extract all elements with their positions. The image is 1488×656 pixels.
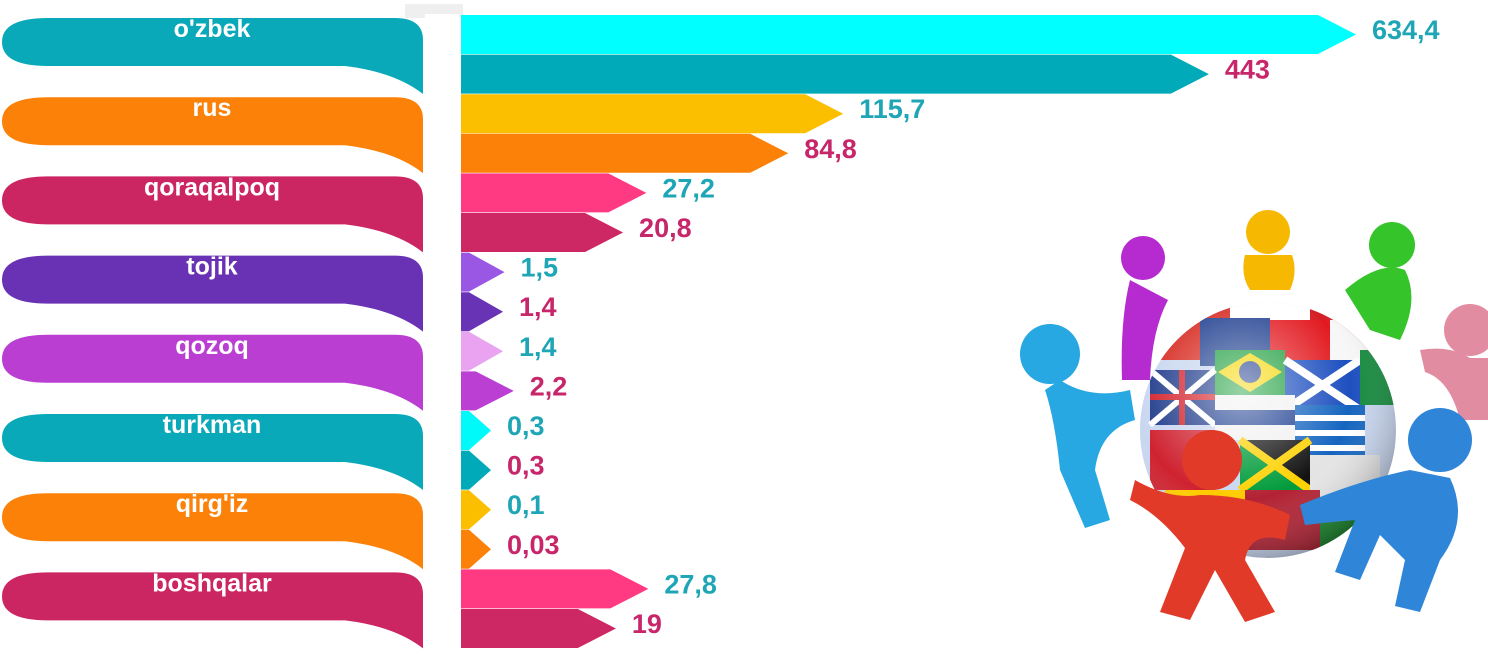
person-icon: [1243, 210, 1295, 290]
category-label: tojik: [186, 253, 237, 281]
bar: [461, 450, 491, 490]
category-tab: [2, 97, 423, 174]
data-label: 27,2: [662, 173, 715, 203]
person-icon: [1121, 236, 1168, 380]
category-tab: [2, 414, 423, 490]
data-label: 0,3: [507, 411, 545, 441]
bar: [461, 411, 491, 450]
category-label: qirg'iz: [176, 490, 249, 518]
bar: [461, 133, 789, 173]
people-around-flag-globe-illustration: [1020, 210, 1488, 622]
data-label: 1,4: [519, 332, 557, 362]
bar: [461, 371, 514, 411]
data-label: 1,5: [521, 253, 559, 283]
category-tab: [2, 572, 423, 649]
person-icon: [1020, 324, 1135, 528]
category-tab: [2, 334, 423, 411]
bar: [461, 331, 504, 371]
data-label: 0,03: [507, 530, 560, 560]
bar: [461, 15, 1356, 54]
bar: [461, 252, 505, 292]
category-label: qoraqalpoq: [144, 173, 280, 201]
bars: [461, 15, 1356, 648]
axis-whitespace: [425, 14, 459, 654]
category-label: boshqalar: [152, 569, 272, 597]
bar: [461, 173, 647, 213]
value-labels: 634,4 443 115,784,8 27,2 20,8 1,5 1,4 1,4 2,2 0,3…: [507, 15, 1440, 639]
category-label: turkman: [163, 411, 262, 439]
data-label: 443: [1225, 55, 1270, 85]
category-tab: [2, 255, 423, 332]
data-label: 0,1: [507, 490, 545, 520]
category-label: o'zbek: [174, 15, 251, 43]
category-tab: [2, 176, 423, 253]
bar: [461, 292, 504, 332]
person-icon: [1345, 222, 1415, 340]
bar: [461, 569, 649, 609]
bar: [461, 94, 844, 134]
data-label: 27,8: [664, 569, 717, 599]
person-icon: [1300, 408, 1472, 612]
data-label: 1,4: [519, 292, 557, 322]
data-label: 84,8: [804, 134, 857, 164]
bar: [461, 54, 1209, 94]
category-tab: [2, 18, 423, 94]
bar: [461, 490, 491, 530]
category-label: rus: [193, 94, 232, 122]
category-tab: [2, 493, 423, 570]
bar: [461, 213, 624, 252]
data-label: 0,3: [507, 451, 545, 481]
data-label: 2,2: [530, 371, 568, 401]
bar: [461, 609, 616, 648]
person-icon: [1130, 430, 1290, 622]
data-label: 634,4: [1372, 15, 1440, 45]
data-label: 20,8: [639, 213, 692, 243]
person-icon: [1420, 304, 1488, 420]
data-label: 115,7: [859, 94, 925, 124]
category-labels: o'zbek rus qoraqalpoq tojik qozoq turkman qirg…: [2, 15, 423, 649]
bar: [461, 529, 491, 569]
data-label: 19: [632, 609, 662, 639]
category-label: qozoq: [175, 332, 249, 360]
